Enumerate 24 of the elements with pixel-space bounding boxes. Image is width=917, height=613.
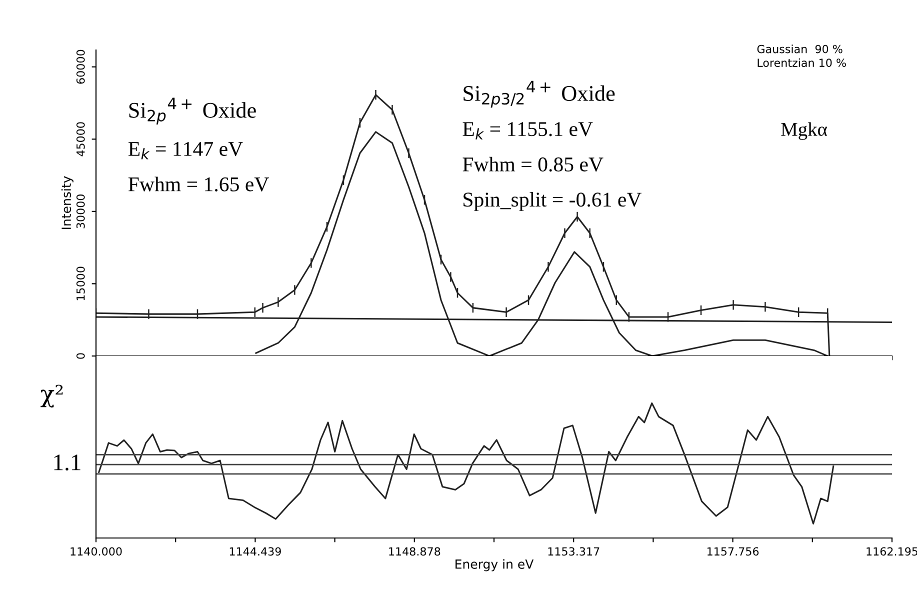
annotation: Si$_{2p3/2}$$^{4+}$ Oxide: [464, 80, 615, 108]
annotation: Mgkα: [781, 122, 828, 140]
x-tick-label: 1140.000: [70, 547, 122, 556]
annotation: Lorentzian 10 %: [758, 58, 846, 67]
y-axis-title: χ²: [40, 384, 63, 408]
annotation: Si$_{2p}$$^{4+}$ Oxide: [129, 98, 256, 124]
x-tick-label: 1157.756: [708, 547, 759, 556]
y-tick-label: 45000: [76, 122, 85, 156]
annotation: Fwhm = 0.85 eV: [462, 156, 604, 172]
annotation: Fwhm = 1.65 eV: [128, 176, 269, 192]
x-tick-label: 1144.439: [230, 547, 281, 556]
annotation: E$_{k}$ = 1155.1 eV: [462, 122, 593, 140]
x-tick-label: 1148.878: [389, 547, 440, 556]
y-tick-label: 15000: [76, 266, 85, 300]
annotation: Gaussian 90 %: [757, 44, 842, 54]
annotation: Spin_split = -0.61 eV: [464, 192, 642, 211]
y-tick-label: 0: [76, 353, 85, 359]
annotation: E$_{k}$ = 1147 eV: [128, 142, 243, 160]
y-tick-label: 60000: [76, 50, 85, 84]
text: 1.1: [54, 454, 80, 470]
y-tick-label: 30000: [76, 194, 85, 228]
x-tick-label: 1153.317: [548, 547, 600, 556]
x-axis-title: Energy in eV: [456, 559, 534, 572]
y-axis-title: Intensity: [61, 176, 74, 229]
